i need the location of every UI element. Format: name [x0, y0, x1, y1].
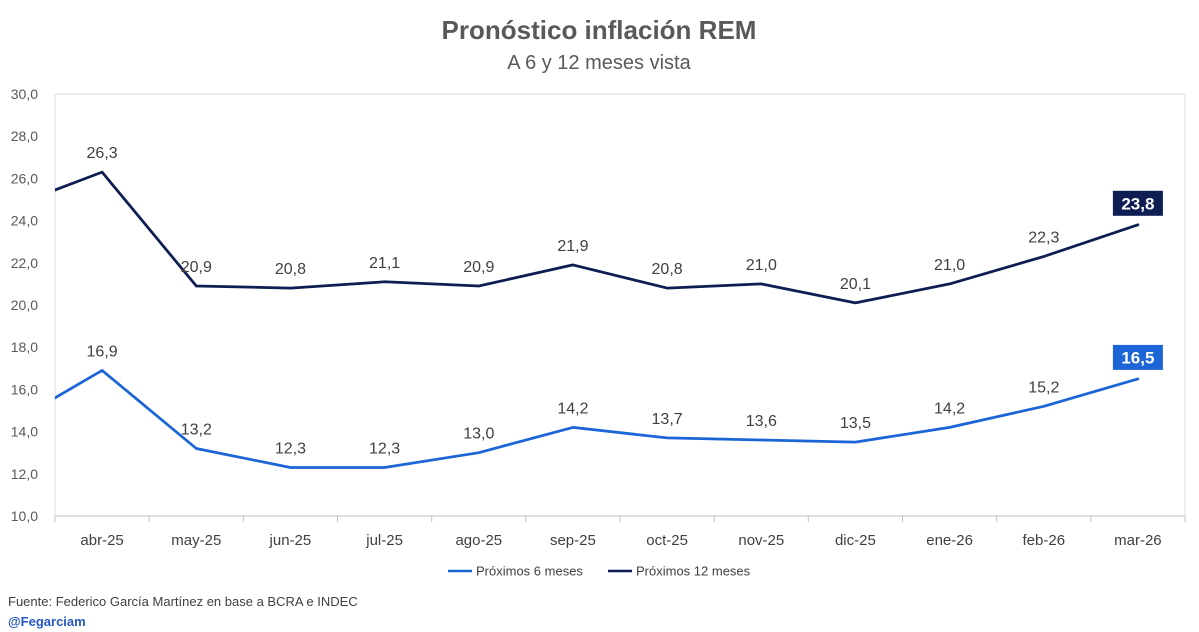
x-tick-label: dic-25: [835, 532, 876, 549]
legend-item-proximos-6-meses: Próximos 6 meses: [448, 564, 583, 579]
data-label: 16,9: [87, 343, 118, 360]
data-label: 26,3: [87, 145, 118, 162]
series-line-proximos-12-meses: [55, 170, 1140, 305]
x-tick-label: ene-26: [926, 532, 973, 549]
legend-item-proximos-12-meses: Próximos 12 meses: [608, 564, 751, 579]
data-label: 20,1: [840, 276, 871, 293]
x-tick-label: abr-25: [80, 532, 123, 549]
data-label: 13,2: [181, 422, 212, 439]
highlight-data-label: 16,5: [1112, 344, 1163, 370]
data-label: 16,5: [1121, 348, 1154, 367]
data-label: 13,6: [746, 413, 777, 430]
data-label: 21,1: [369, 255, 400, 272]
y-tick-label: 24,0: [11, 213, 38, 229]
x-tick-label: nov-25: [738, 532, 784, 549]
data-label: 14,2: [934, 400, 965, 417]
x-tick-label: ago-25: [455, 532, 502, 549]
series-lines: [55, 170, 1140, 469]
x-tick-label: feb-26: [1023, 532, 1066, 549]
y-axis: 10,0 12,0 14,0 16,0 18,0 20,0 22,0 24,0 26,0 28,0…: [11, 86, 38, 524]
y-tick-label: 18,0: [11, 339, 38, 355]
highlight-label-box: [1112, 190, 1163, 216]
y-tick-label: 26,0: [11, 170, 38, 186]
data-label: 20,8: [652, 261, 683, 278]
data-label: 12,3: [275, 441, 306, 458]
data-label: 13,0: [463, 426, 494, 443]
x-tick-label: jun-25: [269, 532, 312, 549]
data-label: 21,9: [557, 238, 588, 255]
y-tick-label: 22,0: [11, 255, 38, 271]
author-handle: @Fegarciam: [8, 614, 86, 629]
y-tick-label: 20,0: [11, 297, 38, 313]
y-tick-label: 16,0: [11, 381, 38, 397]
legend: Próximos 6 meses Próximos 12 meses: [448, 564, 751, 579]
x-tick-label: jul-25: [365, 532, 403, 549]
legend-label: Próximos 12 meses: [636, 564, 751, 579]
highlight-data-label: 23,8: [1112, 190, 1163, 216]
data-label: 20,9: [463, 259, 494, 276]
data-label: 21,0: [934, 257, 965, 274]
y-tick-label: 14,0: [11, 424, 38, 440]
data-label: 12,3: [369, 441, 400, 458]
data-label: 20,9: [181, 259, 212, 276]
x-tick-label: may-25: [171, 532, 221, 549]
source-note: Fuente: Federico García Martínez en base…: [8, 594, 358, 609]
data-label: 14,2: [557, 400, 588, 417]
y-tick-label: 10,0: [11, 508, 38, 524]
chart-subtitle: A 6 y 12 meses vista: [507, 52, 691, 74]
highlight-label-box: [1112, 344, 1163, 370]
y-tick-label: 28,0: [11, 128, 38, 144]
data-label: 15,2: [1028, 379, 1059, 396]
data-label: 20,8: [275, 261, 306, 278]
data-labels: 16,9 13,2 12,3 12,3 13,0 14,2 13,7 13,6 13,5 14,2…: [87, 145, 1163, 458]
data-label: 21,0: [746, 257, 777, 274]
plot-area-border: [54, 93, 1186, 517]
x-tick-label: sep-25: [550, 532, 596, 549]
y-tick-label: 30,0: [11, 86, 38, 102]
series-line-proximos-6-meses: [55, 369, 1140, 469]
chart-title: Pronóstico inflación REM: [442, 15, 757, 45]
data-label: 13,7: [652, 411, 683, 428]
legend-label: Próximos 6 meses: [476, 564, 583, 579]
data-label: 13,5: [840, 415, 871, 432]
y-tick-label: 12,0: [11, 466, 38, 482]
x-tick-label: mar-26: [1114, 532, 1162, 549]
x-axis: abr-25 may-25 jun-25 jul-25 ago-25 sep-25 oct-…: [54, 516, 1186, 549]
data-label: 22,3: [1028, 230, 1059, 247]
x-tick-label: oct-25: [646, 532, 688, 549]
data-label: 23,8: [1121, 194, 1154, 213]
